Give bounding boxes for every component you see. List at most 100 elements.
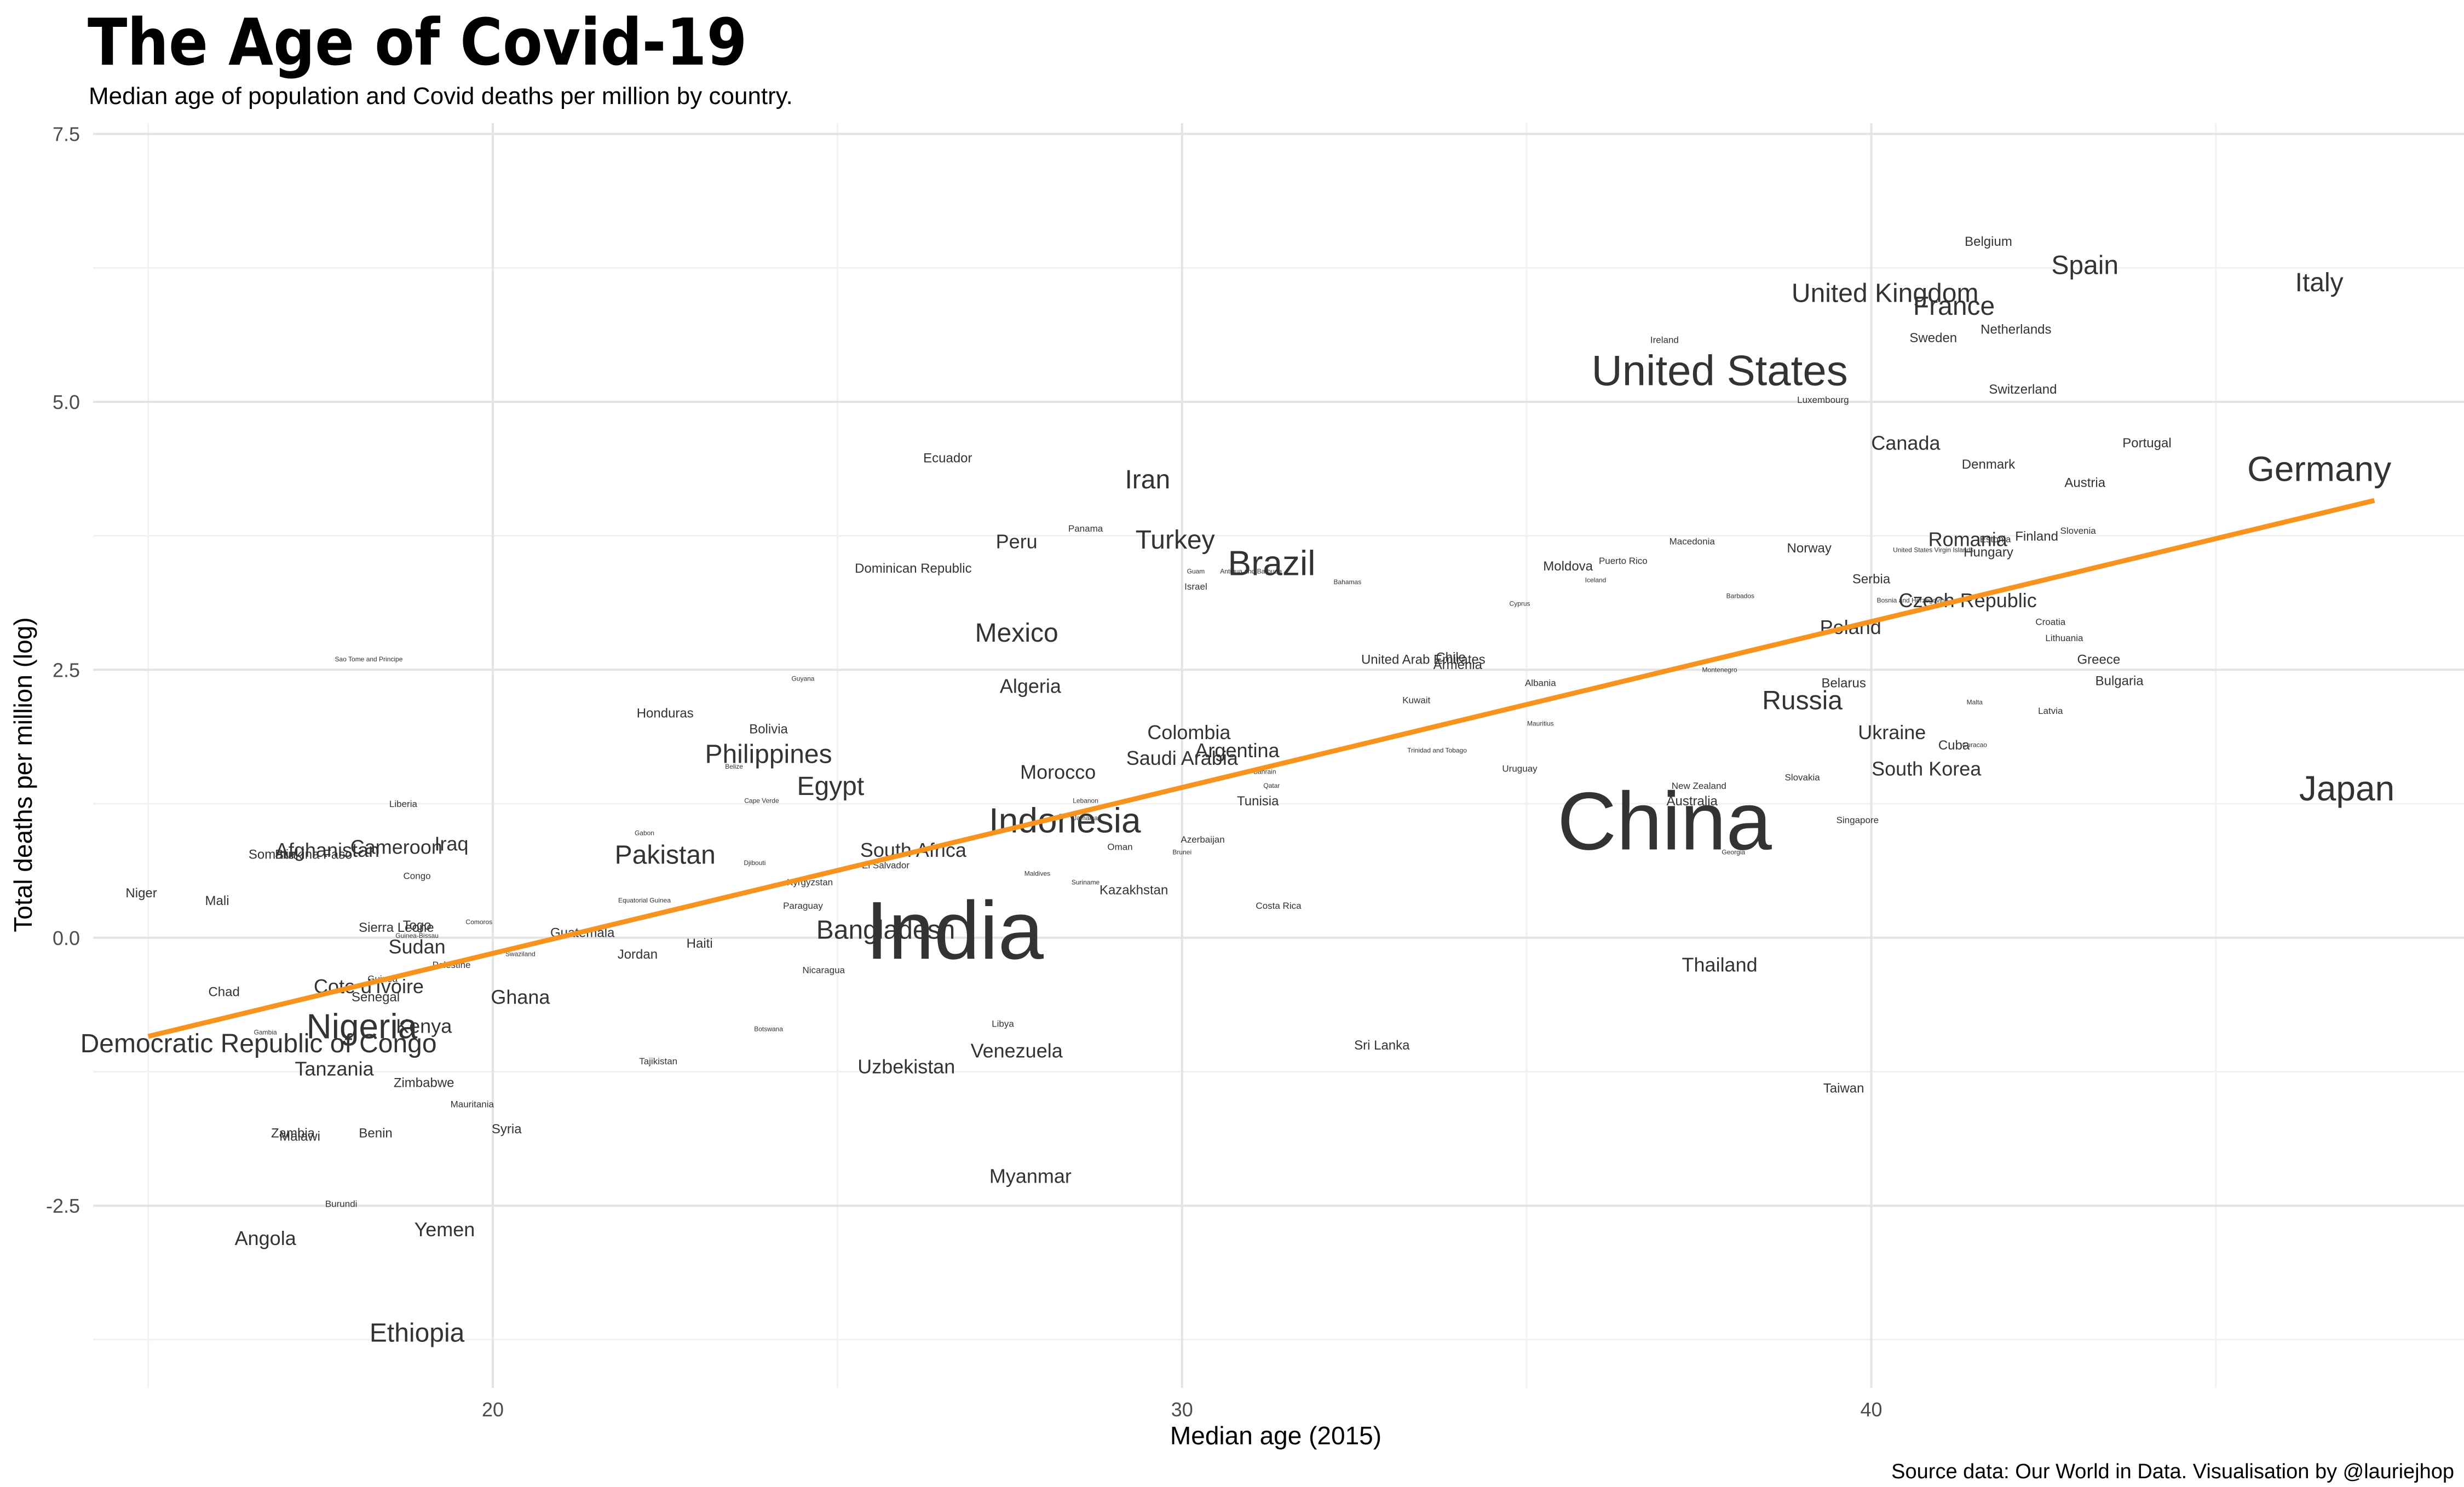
trend-line <box>147 498 2375 1039</box>
country-label: Ethiopia <box>370 1318 465 1347</box>
country-label: Dominican Republic <box>855 561 971 576</box>
country-label: Sweden <box>1909 331 1957 345</box>
country-label: New Zealand <box>1672 781 1726 791</box>
country-label: Austria <box>2064 475 2105 490</box>
country-label: Norway <box>1787 541 1832 556</box>
country-label: Albania <box>1525 678 1556 688</box>
country-label: United Kingdom <box>1792 279 1979 308</box>
country-label: Egypt <box>797 772 864 801</box>
country-label: Germany <box>2247 449 2391 488</box>
country-label: Canada <box>1871 431 1941 454</box>
country-label: Liberia <box>389 799 418 809</box>
country-label: Croatia <box>2035 616 2065 627</box>
country-label: Thailand <box>1682 954 1758 976</box>
country-label: Zimbabwe <box>394 1076 454 1091</box>
country-label: Japan <box>2299 769 2394 808</box>
y-axis-title: Total deaths per million (log) <box>9 617 37 932</box>
chart-title: The Age of Covid-19 <box>88 4 747 80</box>
country-label: Guyana <box>791 675 814 682</box>
country-label: Sierra Leone <box>359 920 434 935</box>
country-label: Puerto Rico <box>1599 556 1648 566</box>
country-label: Barbados <box>1726 592 1754 600</box>
grid <box>93 123 2464 1388</box>
country-label: Iraq <box>435 832 469 855</box>
country-label: United States Virgin Islands <box>1893 546 1973 554</box>
country-label: Paraguay <box>783 901 823 911</box>
country-label: Jordan <box>618 947 658 962</box>
country-label: South Korea <box>1872 757 1982 780</box>
country-label: Indonesia <box>989 800 1141 840</box>
country-label: Haiti <box>687 936 713 951</box>
country-label: Trinidad and Tobago <box>1407 747 1467 754</box>
country-label: Bangladesh <box>816 915 955 944</box>
country-label: Israel <box>1184 581 1207 592</box>
country-label: Comoros <box>466 918 493 926</box>
country-label: Uzbekistan <box>857 1056 955 1078</box>
country-label: Mauritania <box>451 1099 494 1109</box>
y-tick-label: 2.5 <box>53 659 80 681</box>
country-label: Chile <box>1436 650 1466 665</box>
country-label: Lithuania <box>2045 633 2083 643</box>
country-label: Malawi <box>279 1129 320 1144</box>
country-label: Burkina Faso <box>275 848 352 862</box>
country-label: Armenia <box>1434 658 1483 672</box>
country-label: Bulgaria <box>2095 674 2144 689</box>
country-label: Equatorial Guinea <box>618 897 671 904</box>
country-label: Netherlands <box>1981 322 2051 337</box>
country-label: Brazil <box>1228 544 1315 583</box>
country-label: Ghana <box>491 985 550 1008</box>
country-label: Belgium <box>1965 234 2012 249</box>
y-tick-label: 7.5 <box>53 123 80 146</box>
country-label: Peru <box>996 530 1038 552</box>
country-label: Malta <box>1967 698 1983 706</box>
country-label: Brunei <box>1172 849 1191 856</box>
country-label: Slovakia <box>1784 772 1820 782</box>
country-label: Sudan <box>389 935 446 958</box>
country-label: Cameroon <box>350 835 442 858</box>
country-label: Iran <box>1125 465 1170 494</box>
country-label: Guinea-Bissau <box>395 932 439 940</box>
country-label: Oman <box>1107 842 1132 852</box>
country-label: Italy <box>2295 268 2344 297</box>
country-label: Iceland <box>1585 576 1607 584</box>
country-label: Georgia <box>1722 849 1745 856</box>
country-label: Moldova <box>1543 559 1593 574</box>
country-label: Senegal <box>352 990 400 1005</box>
country-label: Antigua and Barbuda <box>1220 568 1282 575</box>
x-tick-label: 30 <box>1171 1398 1193 1421</box>
country-label: Qatar <box>1263 782 1280 789</box>
country-label: China <box>1557 775 1772 867</box>
country-label: Luxembourg <box>1797 395 1849 405</box>
country-label: Ireland <box>1650 335 1679 345</box>
country-label: Estonia <box>1980 534 2011 545</box>
country-label: Venezuela <box>971 1039 1063 1062</box>
country-label: Kuwait <box>1402 695 1430 705</box>
country-label: Finland <box>2015 529 2058 544</box>
country-label: Gabon <box>635 829 654 837</box>
country-label: Mauritius <box>1527 720 1554 728</box>
country-label: Romania <box>1928 528 2008 551</box>
country-label: Slovenia <box>2060 526 2097 536</box>
chart-subtitle: Median age of population and Covid death… <box>89 83 793 109</box>
country-label: Jamaica <box>1073 814 1098 822</box>
country-label: Tanzania <box>295 1058 374 1080</box>
country-label: Cuba <box>1938 738 1970 753</box>
x-tick-label: 20 <box>482 1398 504 1421</box>
country-label: Saudi Arabia <box>1126 747 1239 769</box>
country-label: Belize <box>725 763 743 770</box>
country-label: Syria <box>492 1122 522 1137</box>
axes: 20 30 40 -2.5 0.0 2.5 5.0 7.5 <box>46 123 1882 1421</box>
y-tick-label: 0.0 <box>53 927 80 949</box>
country-label: Ecuador <box>923 451 972 465</box>
country-label: Macedonia <box>1669 537 1715 547</box>
country-label: Argentina <box>1195 739 1280 762</box>
country-label: Pakistan <box>615 840 716 869</box>
country-label: Tajikistan <box>639 1056 677 1067</box>
country-label: Morocco <box>1020 760 1096 783</box>
country-label: Switzerland <box>1989 382 2057 397</box>
country-label: Nigeria <box>307 1006 418 1046</box>
country-label: Cape Verde <box>744 797 779 805</box>
country-label: Botswana <box>754 1025 783 1033</box>
country-label: Niger <box>125 886 157 901</box>
